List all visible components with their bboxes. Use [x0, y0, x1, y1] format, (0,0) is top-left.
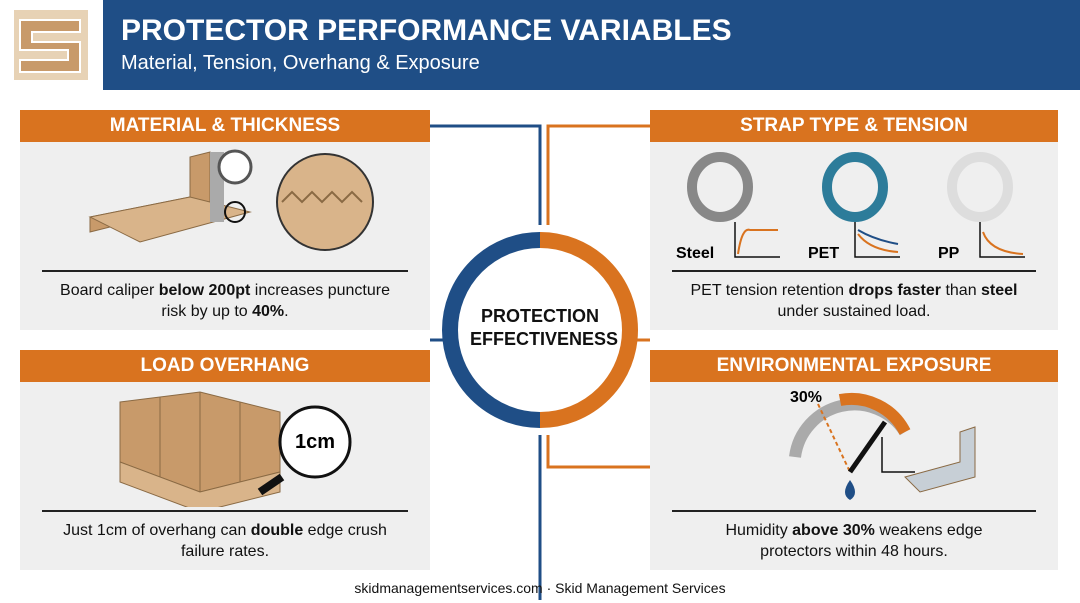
caption-text: weakens edge protectors within 48 hours. [760, 522, 987, 560]
caption-text: 40% [252, 303, 285, 320]
illustration: 30% [789, 389, 976, 500]
subtitle: Material, Tension, Overhang & Exposure [121, 52, 480, 74]
caption-text: below 200pt [158, 282, 251, 299]
caption-text: edge crush failure rates. [180, 522, 392, 560]
header: PROTECTOR PERFORMANCE VARIABLES Material… [103, 0, 1080, 90]
caption: Humidity above 30% weakens edge protecto… [690, 520, 1018, 562]
caption-text: steel [981, 282, 1018, 299]
caption-text: drops faster [848, 282, 941, 299]
overhang-label: 1cm [295, 431, 335, 453]
caption-text: Board caliper [60, 282, 159, 299]
panel-title: LOAD OVERHANG [20, 350, 430, 382]
caption-text: double [250, 522, 304, 539]
caption-text: Humidity [725, 522, 793, 539]
caption: Board caliper below 200pt increases punc… [60, 280, 390, 322]
illustration [88, 149, 374, 251]
illustration: Steel PET PP [676, 152, 1025, 262]
caption-text: increases puncture risk by up to [161, 282, 395, 320]
panel: STRAP TYPE & TENSION Steel PET PP PET te… [650, 110, 1058, 330]
caption-text: above 30% [792, 522, 875, 539]
logo [14, 10, 88, 80]
strap-label: PP [938, 245, 960, 262]
center-label: PROTECTION EFFECTIVENESS [470, 306, 619, 349]
panel: MATERIAL & THICKNESS Board caliper below… [20, 110, 430, 330]
panel: LOAD OVERHANG 1cm Just 1cm of overhang c… [20, 350, 430, 570]
panel-title: ENVIRONMENTAL EXPOSURE [650, 350, 1058, 382]
caption: PET tension retention drops faster than … [690, 280, 1018, 322]
humidity-label: 30% [790, 389, 822, 406]
panel: ENVIRONMENTAL EXPOSURE 30% Humidity abov… [650, 350, 1058, 570]
panel-title: STRAP TYPE & TENSION [650, 110, 1058, 142]
caption-text: than [941, 282, 982, 299]
footer: skidmanagementservices.com · Skid Manage… [354, 580, 726, 596]
caption-text: Just 1cm of overhang can [63, 522, 251, 539]
title: PROTECTOR PERFORMANCE VARIABLES [121, 14, 732, 47]
caption-text: under sustained load. [777, 282, 1022, 320]
caption-text: . [284, 303, 289, 320]
panel-title: MATERIAL & THICKNESS [20, 110, 430, 142]
strap-label: Steel [676, 245, 714, 262]
strap-label: PET [808, 245, 839, 262]
illustration: 1cm [119, 391, 352, 507]
caption: Just 1cm of overhang can double edge cru… [60, 520, 390, 562]
caption-text: PET tension retention [690, 282, 849, 299]
